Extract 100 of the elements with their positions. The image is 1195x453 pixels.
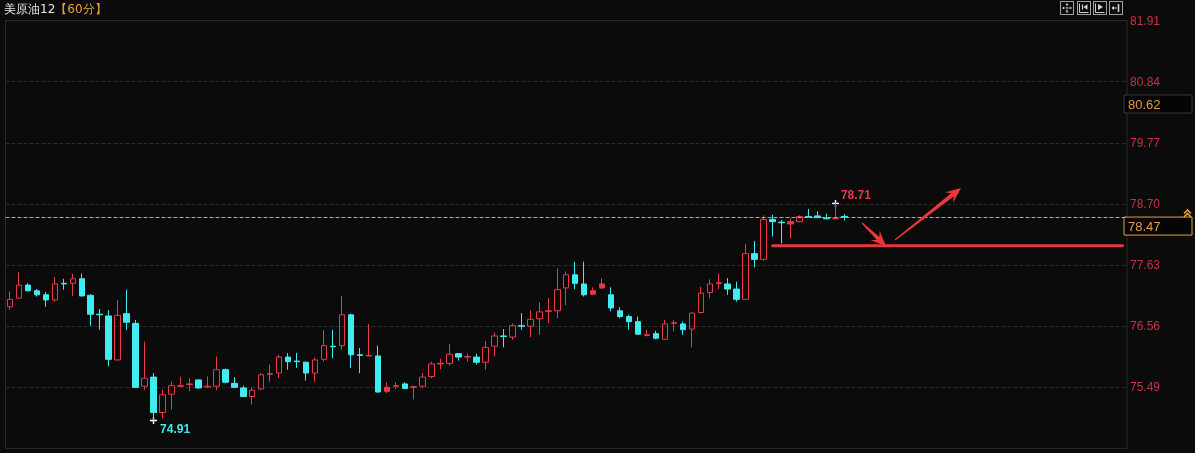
candlestick: [61, 278, 67, 291]
candlestick: [402, 381, 408, 390]
text: 80.62: [1128, 97, 1161, 112]
candlestick: [195, 378, 202, 389]
candlestick: [312, 357, 318, 383]
candlestick: [213, 356, 220, 391]
candlestick: [348, 313, 354, 369]
candlestick: [509, 322, 516, 341]
candlestick: [249, 386, 255, 405]
candlestick: [742, 243, 749, 301]
candlestick: [240, 385, 247, 398]
candlestick: [410, 385, 417, 400]
y-tick-label: 76.56: [1130, 319, 1161, 334]
candlestick: [132, 319, 139, 389]
candlestick: [446, 343, 453, 367]
candlestick: [832, 202, 839, 220]
ref-line-label: 78.47: [1128, 219, 1161, 235]
candlestick: [760, 214, 767, 261]
candlestick: [114, 299, 121, 361]
candlestick: [384, 381, 390, 394]
candlestick: [168, 381, 175, 411]
candlestick: [339, 295, 345, 351]
candlestick: [455, 352, 462, 361]
candlestick: [698, 286, 704, 315]
candlestick: [357, 347, 363, 374]
chart-title: 美原油12: [4, 2, 56, 16]
candlestick: [204, 376, 211, 389]
candlestick: [518, 312, 525, 331]
candlestick: [464, 353, 471, 363]
candlestick: [581, 261, 587, 297]
candlestick: [724, 277, 731, 296]
candlestick: [707, 278, 713, 299]
candlestick: [554, 268, 561, 319]
candlestick: [375, 345, 381, 394]
candlestick: [330, 329, 336, 359]
candlestick: [536, 301, 543, 336]
candlestick: [366, 323, 372, 357]
candlestick: [805, 208, 812, 219]
candlestick: [500, 328, 507, 348]
candlestick: [653, 330, 659, 340]
chart-subtitle: 【60分】: [55, 2, 107, 16]
candlestick: [635, 316, 641, 336]
y-tick-label: 80.84: [1130, 74, 1161, 89]
candlestick: [105, 309, 112, 367]
candlestick: [267, 364, 273, 383]
candlestick: [393, 381, 399, 390]
candlestick: [222, 368, 229, 384]
candlestick: [769, 214, 776, 237]
candlestick: [321, 329, 327, 363]
candlestick: [159, 389, 166, 419]
candlestick: [751, 240, 758, 268]
candlestick: [599, 277, 605, 290]
candlestick: [428, 361, 435, 379]
candlestick: [689, 312, 695, 348]
candlestick: [16, 271, 22, 300]
y-tick-label: 77.63: [1130, 258, 1161, 273]
candlestick: [141, 341, 148, 391]
candlestick: [43, 291, 49, 308]
candlestick: [796, 214, 803, 223]
candlestick: [34, 288, 40, 297]
candlestick: [626, 314, 632, 331]
candlestick: [662, 319, 668, 341]
candlestick: [814, 210, 821, 219]
candlestick: [473, 353, 480, 365]
candlestick: [680, 321, 686, 336]
candlestick: [70, 273, 76, 297]
y-tick-label: 81.91: [1130, 13, 1161, 28]
candlestick: [123, 289, 130, 331]
candlestick: [258, 372, 264, 391]
candlestick: [590, 286, 596, 296]
candlestick: [285, 352, 291, 371]
candlestick: [671, 319, 677, 332]
candlestick: [716, 273, 722, 290]
candlestick: [841, 213, 848, 221]
candlestick: [294, 352, 300, 369]
y-tick-label: 78.70: [1130, 196, 1161, 211]
candlestick: [177, 376, 184, 388]
candlestick: [563, 270, 569, 306]
candlestick: [419, 372, 426, 389]
candlestick: [608, 286, 614, 312]
candlestick: [276, 354, 282, 379]
candlestick: [25, 282, 31, 292]
candlestick: [7, 290, 13, 311]
candlestick: [491, 332, 498, 357]
candlestick: [733, 281, 740, 303]
candlestick: [527, 309, 534, 338]
candlestick: [231, 376, 238, 389]
y-tick-label: 79.77: [1130, 135, 1161, 150]
candlestick: [482, 340, 489, 371]
candlestick: [96, 308, 103, 331]
candlestick: [87, 293, 94, 327]
candlestick: [79, 273, 85, 297]
candlestick: [52, 276, 58, 303]
candlestick: [186, 377, 193, 392]
candlestick: [787, 217, 794, 239]
candlestick: [644, 329, 650, 337]
annotation: 78.71: [840, 187, 872, 202]
candlestick: [617, 306, 623, 319]
annotation: 74.91: [160, 422, 191, 436]
candlestick: [572, 261, 578, 290]
